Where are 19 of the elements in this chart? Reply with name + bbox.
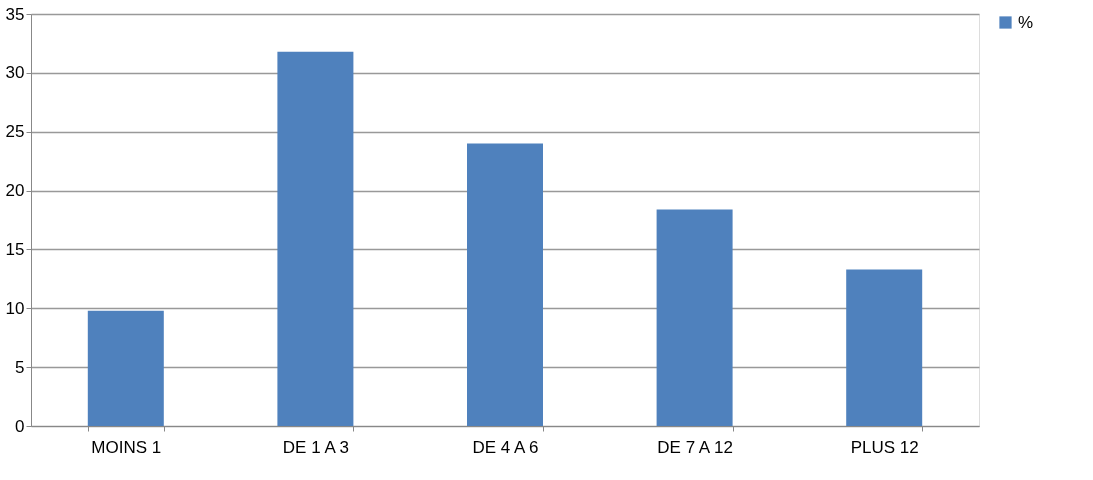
x-tick-label: DE 4 A 6 [472,437,539,457]
x-tick-label: DE 7 A 12 [657,437,733,457]
x-tick-label: PLUS 12 [850,437,919,457]
bar [846,269,923,426]
y-tick-label: 20 [5,181,25,201]
legend-label: % [1018,12,1034,32]
x-tick-label: DE 1 A 3 [282,437,349,457]
bar [87,310,164,426]
bar [467,143,543,426]
y-tick-label: 15 [5,239,25,259]
y-tick-label: 10 [5,298,25,318]
y-tick-label: 0 [15,416,25,436]
y-tick-label: 25 [5,122,25,142]
bar [656,209,733,426]
bar [277,51,354,426]
x-tick-label: MOINS 1 [91,437,162,457]
y-tick-label: 5 [15,357,25,377]
y-tick-label: 35 [5,4,25,24]
y-tick-label: 30 [5,63,25,83]
